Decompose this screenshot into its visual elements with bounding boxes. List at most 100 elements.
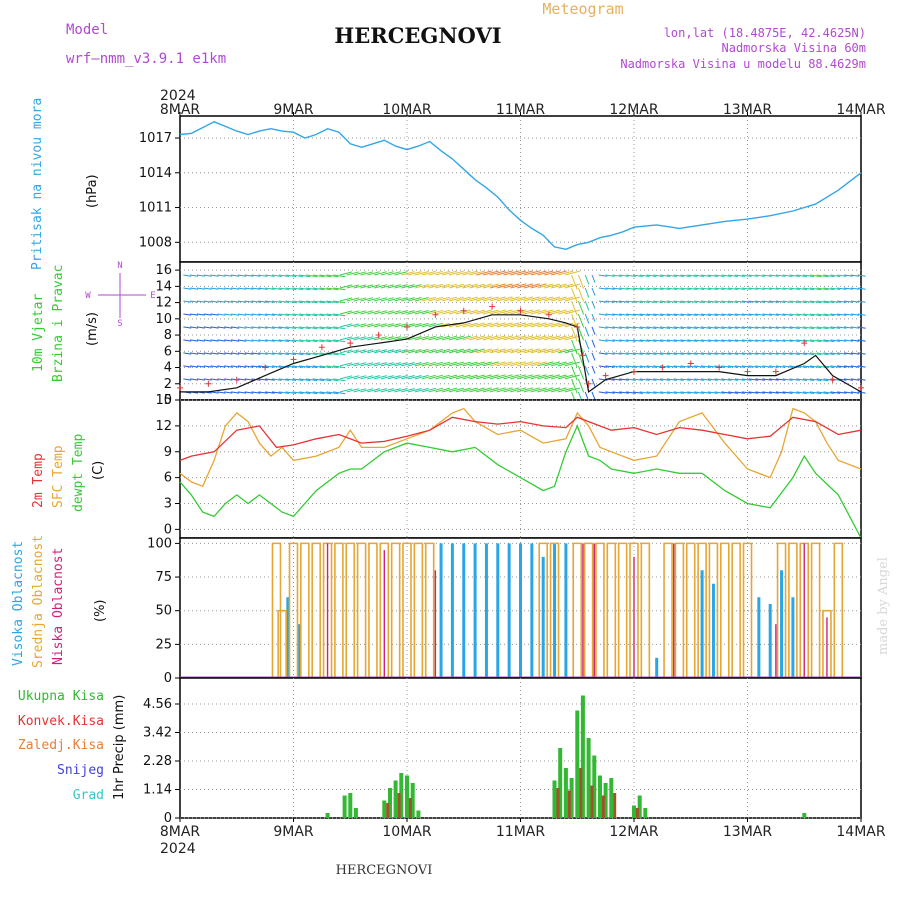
wind-arrow	[394, 271, 408, 276]
wind-arrow	[782, 287, 793, 290]
temperature-panel: 0 3 6 9 12 15	[155, 393, 862, 539]
wind-arrow	[762, 391, 772, 394]
mid-cloud-bar	[595, 542, 605, 678]
wind-arrow	[367, 336, 381, 341]
wind-arrow	[346, 284, 360, 289]
wind-arrow	[333, 287, 346, 291]
wind-arrow	[203, 287, 212, 290]
wind-arrow	[830, 326, 841, 329]
wind-arrow	[394, 323, 408, 328]
wind-arrow	[843, 274, 853, 277]
wind-arrow	[584, 326, 590, 337]
wind-arrow	[775, 365, 786, 368]
wind-arrow	[455, 348, 471, 354]
wind-arrow	[394, 375, 408, 380]
total-precip-bar	[388, 788, 392, 818]
wind-arrow	[251, 339, 261, 342]
strat-precip-bar	[386, 803, 390, 818]
wind-arrow	[367, 284, 381, 289]
wind-arrow	[591, 274, 596, 283]
wind-arrow	[387, 388, 401, 393]
wind-arrow	[748, 326, 759, 329]
wind-arrow	[496, 335, 513, 341]
wind-arrow	[496, 283, 513, 289]
wind-arrow	[748, 378, 759, 381]
meteogram-label: Meteogram	[542, 0, 623, 18]
wind-arrow	[346, 349, 360, 354]
cloud-ylabel-3: Niska Oblacnost	[51, 548, 66, 665]
wind-arrow	[292, 313, 304, 317]
wind-arrow	[346, 310, 360, 315]
wind-arrow	[387, 310, 401, 315]
wind-arrow	[407, 362, 422, 367]
wind-arrow	[550, 309, 567, 315]
wind-arrow	[843, 391, 853, 394]
wind-arrow	[278, 287, 290, 290]
wind-arrow	[700, 313, 712, 316]
wind-arrow	[830, 274, 841, 277]
wind-arrow	[544, 296, 561, 302]
legend-graupel: Grad	[73, 788, 104, 803]
wind-arrow	[700, 378, 712, 381]
wind-arrow	[530, 335, 547, 341]
wind-arrow	[380, 336, 394, 341]
temp-unit: (C)	[91, 461, 106, 480]
wind-arrow	[271, 274, 282, 277]
total-precip-bar	[569, 778, 574, 818]
wind-arrow	[687, 300, 698, 303]
wind-arrow	[523, 309, 540, 315]
wind-arrow	[619, 287, 629, 290]
wind-arrow	[442, 309, 458, 315]
wind-arrow	[577, 300, 585, 315]
wind-arrow	[830, 287, 841, 290]
wind-arrow	[605, 300, 615, 303]
wind-arrow	[605, 287, 615, 290]
wind-arrow	[700, 326, 712, 329]
wind-gust-mark	[375, 332, 382, 339]
wind-arrow	[496, 374, 513, 380]
wind-arrow	[626, 287, 636, 290]
wind-arrow	[346, 297, 360, 302]
wind-arrow	[598, 287, 608, 290]
wind-arrow	[755, 391, 766, 394]
wind-arrow	[190, 274, 199, 277]
wind-arrow	[285, 326, 297, 329]
temp-ytick-label: 0	[164, 522, 172, 537]
wind-arrow	[231, 352, 240, 355]
wind-arrow	[394, 284, 408, 289]
wind-arrow	[632, 378, 643, 381]
wind-arrow	[346, 362, 360, 367]
legend-conv: Konvek.Kisa	[18, 714, 104, 729]
wind-arrow	[251, 326, 261, 329]
wind-arrow	[646, 339, 657, 342]
wind-arrow	[728, 339, 739, 342]
wind-gust-mark	[585, 380, 592, 387]
wind-arrow	[407, 284, 422, 289]
wind-arrow	[619, 352, 629, 355]
wind-arrow	[183, 274, 192, 277]
wind-arrow	[830, 365, 841, 368]
wind-arrow	[367, 349, 381, 354]
wind-arrow	[373, 336, 388, 341]
wind-arrow	[305, 391, 318, 395]
wind-arrow	[653, 313, 664, 316]
wind-arrow	[796, 274, 807, 278]
wind-arrow	[510, 283, 527, 289]
time-tick-label: 9MAR	[273, 102, 314, 118]
wind-arrow	[782, 378, 793, 381]
wind-arrow	[816, 274, 829, 278]
wind-arrow	[796, 339, 807, 342]
wind-arrow	[700, 352, 712, 355]
wind-arrow	[734, 339, 745, 342]
wind-arrow	[823, 352, 835, 355]
wind-arrow	[476, 374, 492, 380]
wind-arrow	[823, 339, 835, 343]
wind-arrow	[721, 313, 732, 316]
wind-arrow	[857, 391, 866, 394]
wind-arrow	[734, 300, 745, 303]
wind-arrow	[237, 378, 247, 381]
wind-arrow	[660, 352, 671, 355]
wind-arrow	[762, 300, 772, 303]
wind-arrow	[217, 287, 226, 290]
wind-arrow	[210, 378, 219, 381]
